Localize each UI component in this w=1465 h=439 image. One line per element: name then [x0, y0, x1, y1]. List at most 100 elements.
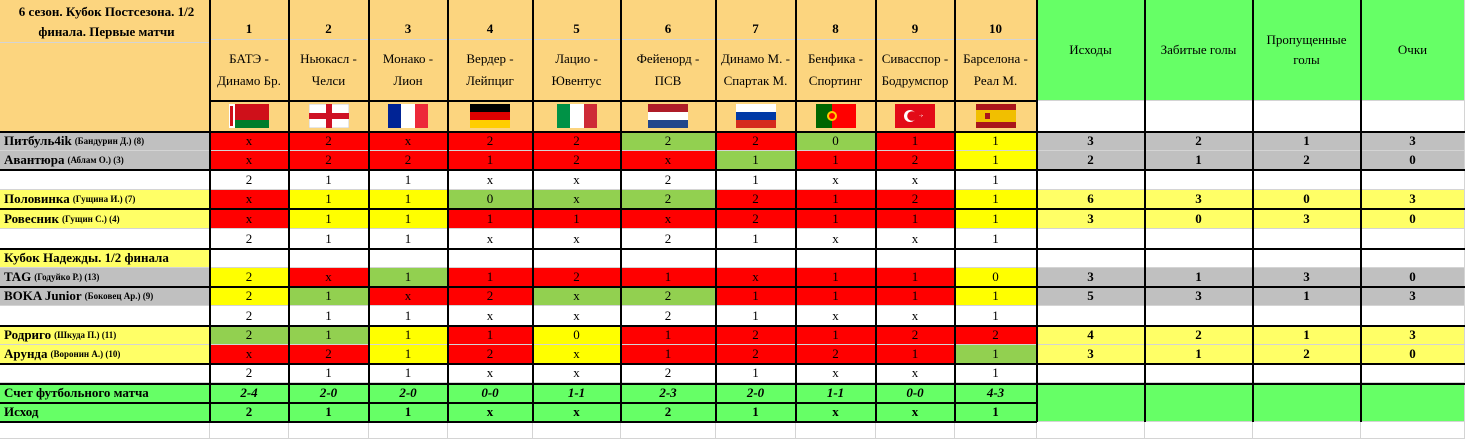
- score-label: Счет футбольного матча: [0, 384, 210, 403]
- match-score: 2-0: [369, 384, 448, 403]
- summary-outcome: 1: [369, 306, 448, 326]
- summary-outcome: 1: [955, 364, 1037, 383]
- section-blank: [1253, 249, 1361, 268]
- stat-value: 3: [1037, 209, 1145, 229]
- section-blank: [210, 249, 289, 268]
- grid-divider: [447, 0, 449, 422]
- prediction-cell: 2: [448, 345, 533, 364]
- away-team: ПСВ: [654, 73, 682, 88]
- prediction-cell: 1: [955, 345, 1037, 364]
- stat-value: 3: [1253, 209, 1361, 229]
- stat-value: 3: [1361, 326, 1465, 345]
- stat-value: 1: [1145, 345, 1253, 364]
- prediction-cell: 2: [210, 287, 289, 306]
- stat-value: 0: [1361, 268, 1465, 287]
- prediction-cell: 1: [289, 190, 369, 209]
- prediction-cell: х: [289, 268, 369, 287]
- stat-value: 0: [1253, 190, 1361, 209]
- prediction-cell: х: [369, 132, 448, 151]
- player-name: Ровесник (Гущин С.) (4): [0, 209, 210, 229]
- stat-value: 6: [1037, 190, 1145, 209]
- prediction-cell: 1: [289, 209, 369, 229]
- player-nick: TAG: [4, 269, 32, 284]
- home-team: Барселона -: [963, 51, 1028, 66]
- grid-divider: [875, 0, 877, 422]
- stat-value: 1: [1253, 132, 1361, 151]
- match-score: 2-0: [289, 384, 369, 403]
- prediction-cell: 1: [621, 268, 716, 287]
- player-nick: Ровесник: [4, 210, 59, 226]
- prediction-cell: 2: [210, 268, 289, 287]
- flag-cell: [210, 101, 289, 132]
- player-name: Родриго (Шкуда П.) (11): [0, 326, 210, 345]
- player-manager: (Аблам О.) (3): [67, 155, 124, 165]
- prediction-cell: 1: [876, 345, 955, 364]
- grid-divider: [1360, 0, 1362, 422]
- summary-blank: [1037, 364, 1145, 383]
- section-blank: [955, 249, 1037, 268]
- match-number: 2: [289, 0, 369, 40]
- grid-divider: [1252, 0, 1254, 422]
- prediction-cell: 2: [876, 190, 955, 209]
- section-blank: [289, 249, 369, 268]
- prediction-cell: 2: [289, 345, 369, 364]
- section-blank: [1361, 249, 1465, 268]
- prediction-cell: 2: [716, 190, 796, 209]
- trailing-cell: [1037, 422, 1145, 439]
- home-team: Монако -: [382, 51, 434, 66]
- stat-value: 3: [1037, 132, 1145, 151]
- grid-divider: [0, 363, 1465, 365]
- match-number: 6: [621, 0, 716, 40]
- player-manager: (Бандурин Д.) (8): [74, 136, 145, 146]
- stat-value: 3: [1145, 287, 1253, 306]
- summary-outcome: 1: [955, 170, 1037, 190]
- summary-outcome: х: [876, 306, 955, 326]
- grid-divider: [0, 325, 1465, 327]
- summary-outcome: х: [796, 364, 876, 383]
- summary-label: [0, 229, 210, 249]
- prediction-cell: 2: [533, 151, 621, 170]
- prediction-cell: 1: [876, 287, 955, 306]
- prediction-cell: 1: [796, 287, 876, 306]
- match-score: 1-1: [533, 384, 621, 403]
- summary-blank: [1145, 364, 1253, 383]
- stat-value: 1: [1145, 268, 1253, 287]
- match-outcome: 1: [716, 403, 796, 422]
- match-number: 7: [716, 0, 796, 40]
- summary-outcome: 2: [621, 229, 716, 249]
- stat-header-blank: [1037, 101, 1145, 132]
- trailing-cell: [369, 422, 448, 439]
- summary-outcome: 1: [716, 170, 796, 190]
- grid-divider: [288, 0, 290, 422]
- summary-blank: [1361, 229, 1465, 249]
- summary-outcome: х: [876, 229, 955, 249]
- prediction-cell: х: [533, 190, 621, 209]
- prediction-cell: 0: [796, 132, 876, 151]
- flag-cell: [716, 101, 796, 132]
- grid-divider: [1144, 0, 1146, 422]
- trailing-cell: [716, 422, 796, 439]
- prediction-cell: 2: [448, 132, 533, 151]
- match-outcome: х: [448, 403, 533, 422]
- prediction-cell: 0: [533, 326, 621, 345]
- stat-value: 5: [1037, 287, 1145, 306]
- home-team: Ньюкасл -: [300, 51, 357, 66]
- match-teams: Вердер - Лейпциг: [448, 40, 533, 101]
- prediction-cell: 2: [448, 287, 533, 306]
- prediction-cell: х: [210, 345, 289, 364]
- prediction-cell: 2: [876, 326, 955, 345]
- grid-divider: [1036, 0, 1038, 422]
- player-nick: Питбуль4ik: [4, 133, 72, 148]
- summary-outcome: х: [448, 306, 533, 326]
- prediction-cell: 2: [621, 287, 716, 306]
- stat-header-blank: [1145, 101, 1253, 132]
- prediction-cell: х: [210, 190, 289, 209]
- prediction-cell: 1: [448, 326, 533, 345]
- prediction-cell: 1: [796, 190, 876, 209]
- match-number: 10: [955, 0, 1037, 40]
- summary-outcome: 1: [289, 170, 369, 190]
- match-number: 8: [796, 0, 876, 40]
- match-teams: Динамо М. - Спартак М.: [716, 40, 796, 101]
- grid-divider: [0, 402, 1037, 404]
- summary-outcome: 2: [210, 170, 289, 190]
